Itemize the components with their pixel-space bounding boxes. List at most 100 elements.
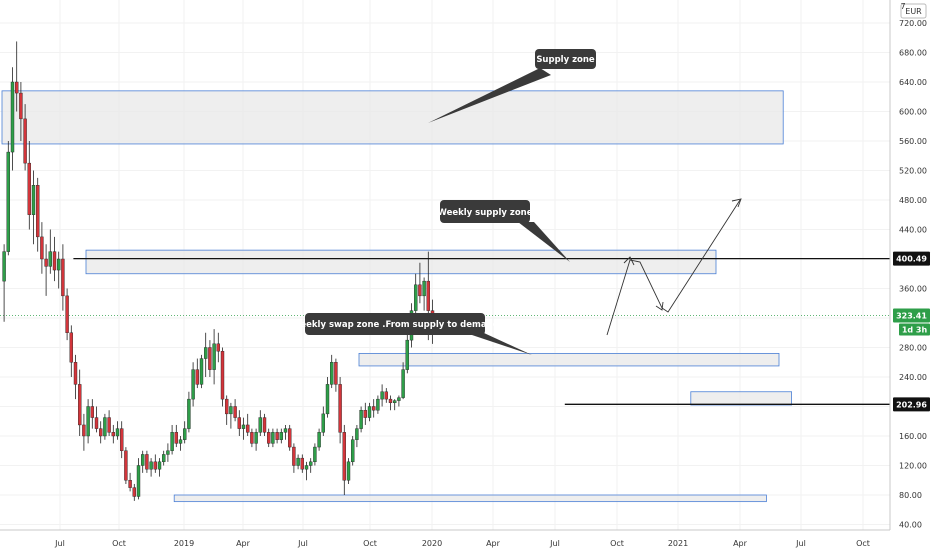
candle	[48, 229, 52, 274]
candle	[237, 410, 242, 436]
candle	[57, 251, 61, 289]
projection-arrows	[606, 198, 742, 336]
candle	[283, 424, 288, 440]
candle	[300, 454, 304, 473]
candle	[136, 458, 141, 500]
candle	[187, 391, 191, 433]
y-tick-label: 160.00	[899, 432, 927, 441]
x-tick-label: 2021	[668, 539, 688, 548]
candle	[174, 424, 179, 448]
candle	[250, 428, 254, 448]
y-tick-label: 360.00	[899, 285, 927, 294]
zone-rect	[358, 352, 780, 367]
candle	[90, 399, 95, 429]
x-tick-label: Apr	[236, 539, 251, 548]
arrowhead-3	[731, 198, 742, 208]
candle	[380, 384, 384, 407]
y-tick-label: 240.00	[899, 373, 927, 382]
candle	[351, 436, 355, 466]
last-price-badge	[893, 308, 930, 323]
candle	[140, 450, 145, 473]
y-tick-label: 600.00	[899, 108, 927, 117]
y-tick-label: 440.00	[899, 226, 927, 235]
candle	[388, 395, 393, 411]
candle	[157, 458, 162, 477]
candle	[115, 421, 120, 440]
candle	[149, 458, 153, 477]
candle	[405, 332, 409, 374]
candle	[233, 399, 237, 422]
arrowhead-1	[623, 256, 635, 266]
y-tick-label: 520.00	[899, 167, 927, 176]
countdown-label: 1d 3h	[902, 325, 928, 334]
x-tick-label: Apr	[733, 539, 748, 548]
candle	[52, 236, 57, 282]
x-tick-label: Jul	[297, 539, 308, 548]
y-tick-label: 640.00	[899, 78, 927, 87]
candle	[313, 443, 317, 466]
candle	[36, 177, 40, 252]
candle	[212, 329, 216, 385]
candle	[107, 410, 111, 436]
candle	[224, 395, 229, 425]
candle	[346, 458, 351, 484]
candle	[275, 428, 279, 444]
candle	[422, 277, 426, 311]
candle	[145, 450, 149, 473]
scale-toggle-icon[interactable]: 7	[900, 2, 905, 11]
zone-rect	[690, 391, 792, 406]
y-tick-label: 280.00	[899, 344, 927, 353]
candle	[414, 273, 418, 315]
candle	[6, 141, 11, 256]
price-level-badge	[893, 397, 930, 412]
candle	[65, 288, 69, 341]
candle	[376, 395, 380, 414]
zone-rect	[85, 249, 717, 275]
zone-rect	[1, 90, 784, 145]
y-tick-label: 560.00	[899, 137, 927, 146]
candle	[292, 443, 296, 473]
candle	[191, 362, 195, 407]
candle	[128, 472, 132, 492]
candle	[2, 244, 6, 322]
candle	[170, 424, 174, 455]
price-badges: 400.49 202.96 323.41 1d 3h	[893, 251, 930, 412]
candle	[153, 454, 158, 473]
candle	[216, 332, 221, 363]
candle	[296, 454, 300, 470]
price-levels	[73, 257, 890, 405]
candle	[367, 402, 372, 422]
candle	[262, 413, 267, 436]
time-axis: Jul Oct 2019 Apr Jul Oct 2020 Apr Jul Oct 2021 Apr J…	[0, 529, 890, 548]
candle	[325, 377, 330, 418]
candle	[195, 358, 200, 389]
candle	[254, 428, 258, 451]
candle	[73, 354, 78, 400]
candle	[161, 450, 166, 466]
candle	[342, 424, 346, 495]
price-level-badge-label: 400.49	[896, 255, 927, 264]
candle	[245, 413, 250, 436]
x-tick-label: Oct	[112, 539, 126, 548]
x-tick-label: Oct	[856, 539, 870, 548]
y-tick-label: 680.00	[899, 49, 927, 58]
candle	[418, 262, 422, 304]
candle	[271, 428, 275, 448]
candle	[317, 428, 321, 451]
candle	[203, 332, 208, 377]
candle	[229, 402, 233, 429]
candle	[288, 424, 292, 451]
x-tick-label: Oct	[363, 539, 377, 548]
candle	[182, 421, 187, 444]
candle	[103, 413, 107, 440]
currency-box[interactable]: EUR	[900, 3, 927, 19]
callout-weekly-supply-label: Weekly supply zone	[438, 208, 533, 218]
candle	[359, 406, 363, 433]
candle	[241, 417, 246, 440]
candles	[2, 41, 435, 501]
y-tick-label: 480.00	[899, 196, 927, 205]
candle	[178, 436, 183, 451]
countdown-badge	[899, 323, 930, 336]
callout-supply-zone-label: Supply zone	[536, 55, 595, 65]
